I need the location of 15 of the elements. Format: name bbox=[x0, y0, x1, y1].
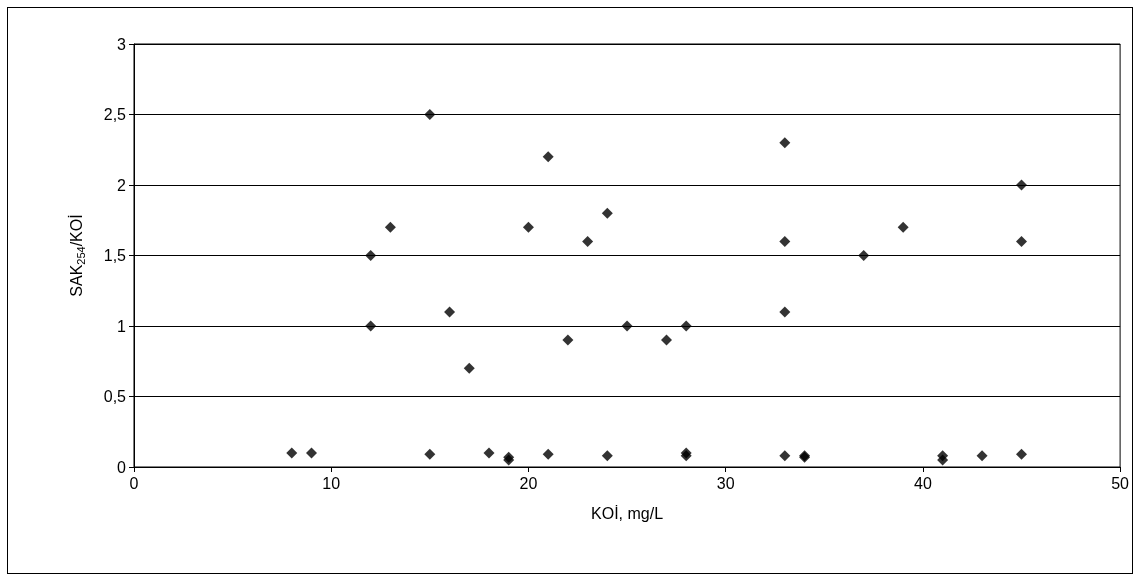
y-tick-label: 0,5 bbox=[103, 388, 127, 405]
y-tick-label: 3 bbox=[117, 35, 127, 53]
x-tick-label: 40 bbox=[913, 474, 932, 492]
x-tick-label: 50 bbox=[1111, 474, 1130, 492]
y-tick-label: 2,5 bbox=[103, 106, 127, 123]
y-tick-label: 1,5 bbox=[103, 247, 127, 264]
x-tick-label: 30 bbox=[716, 474, 735, 492]
x-tick-label: 0 bbox=[129, 474, 139, 492]
x-axis-title: KOİ, mg/L bbox=[591, 503, 664, 522]
y-tick-label: 0 bbox=[117, 458, 127, 476]
x-tick-label: 10 bbox=[322, 474, 341, 492]
y-tick-label: 2 bbox=[117, 176, 127, 194]
y-axis-title: SAK254/KOİ bbox=[67, 214, 87, 297]
x-tick-label: 20 bbox=[519, 474, 538, 492]
y-tick-label: 1 bbox=[117, 317, 127, 335]
